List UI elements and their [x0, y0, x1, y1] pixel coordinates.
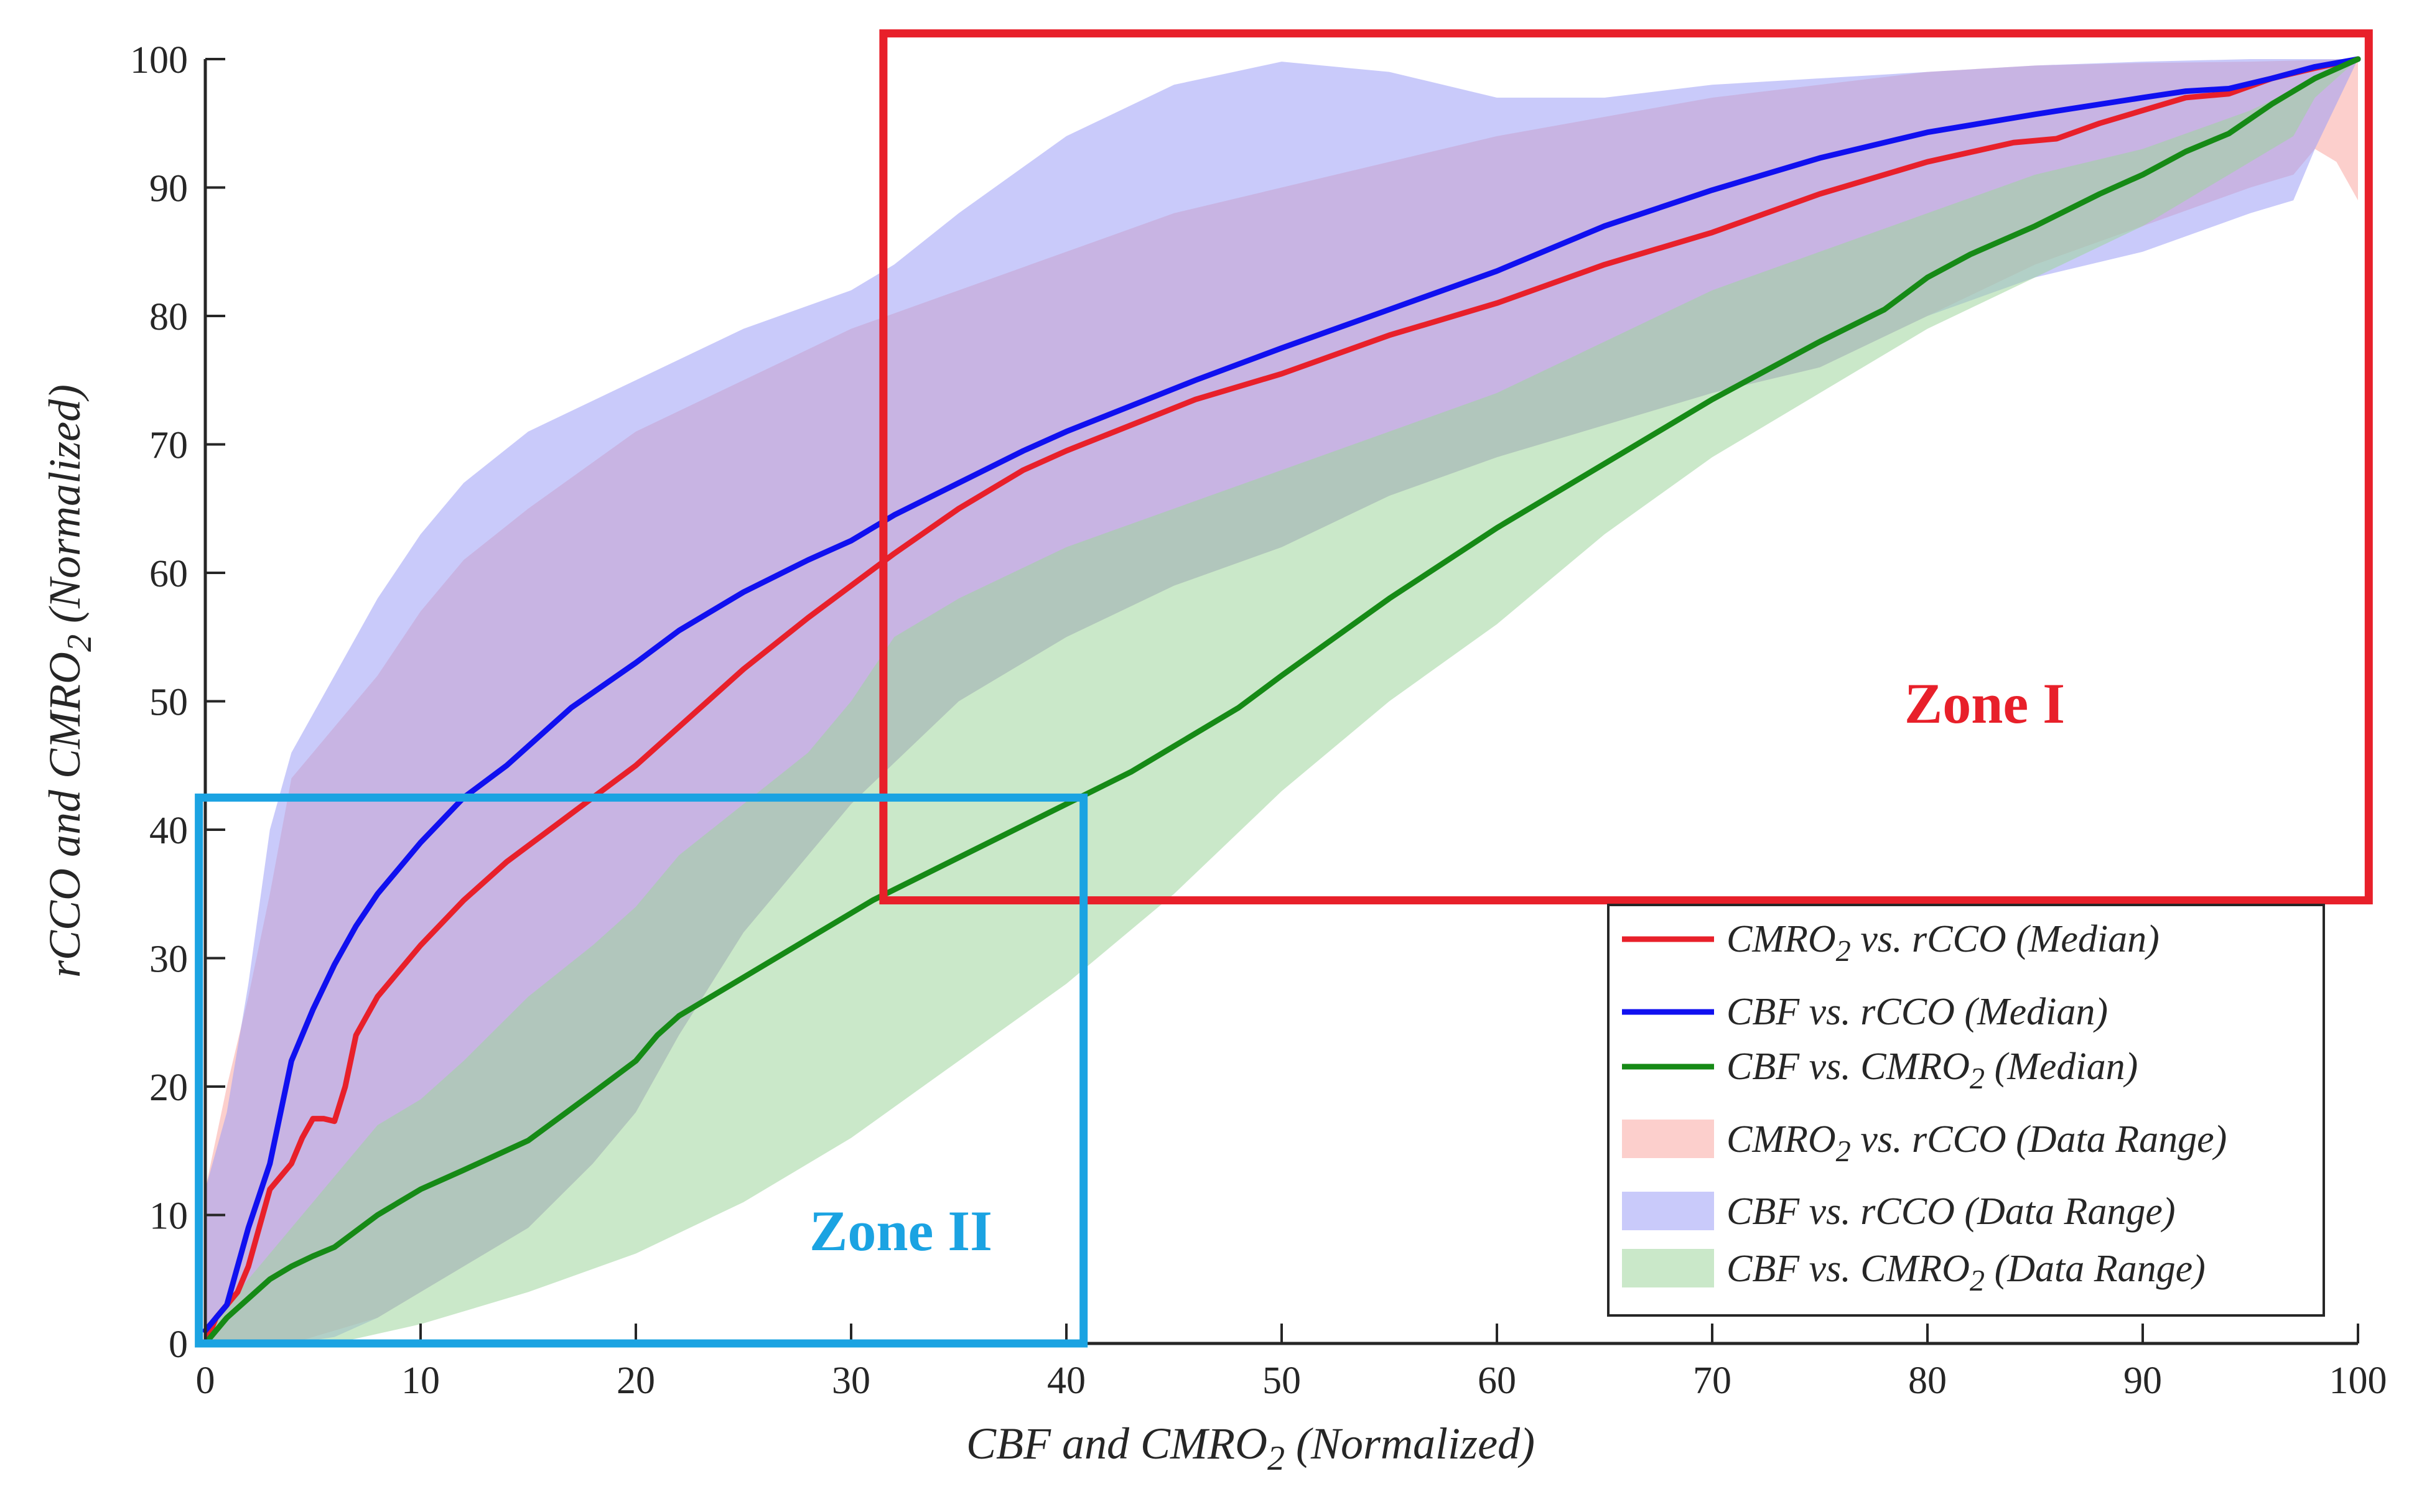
zone-boxes: Zone I Zone II: [195, 29, 2373, 1348]
legend-label: CMRO2 vs. rCCO (Data Range): [1726, 1118, 2227, 1168]
y-tick-label: 0: [169, 1324, 188, 1366]
legend-label: CMRO2 vs. rCCO (Median): [1726, 918, 2160, 968]
legend-label: CBF vs. CMRO2 (Median): [1726, 1046, 2138, 1095]
legend-label: CBF vs. CMRO2 (Data Range): [1726, 1248, 2206, 1297]
x-axis-label: CBF and CMRO2 (Normalized): [966, 1419, 1535, 1478]
legend-entry: CMRO2 vs. rCCO (Data Range): [1622, 1118, 2227, 1168]
y-tick-label: 80: [149, 296, 188, 338]
y-tick-labels: 0 10 20 30 40 50 60 70 80 90 100: [130, 39, 188, 1366]
legend-entry: CBF vs. CMRO2 (Median): [1622, 1046, 2138, 1095]
zone-2-box: [195, 793, 1088, 1348]
x-tick-label: 80: [1908, 1360, 1947, 1402]
legend-entry: CBF vs. rCCO (Median): [1622, 991, 2108, 1033]
y-tick-label: 90: [149, 168, 188, 210]
legend: CMRO2 vs. rCCO (Median) CBF vs. rCCO (Med…: [1607, 904, 2325, 1317]
legend-entry: CBF vs. CMRO2 (Data Range): [1622, 1248, 2206, 1297]
legend-box: [1607, 904, 2325, 1317]
band-cbf-cmro-fill: [205, 59, 2358, 1343]
x-tick-label: 30: [832, 1360, 870, 1402]
y-tick-label: 50: [149, 682, 188, 724]
zone-1-label: Zone I: [1904, 672, 2065, 735]
x-tick-label: 50: [1262, 1360, 1301, 1402]
zone-2-label: Zone II: [809, 1199, 992, 1263]
x-tick-label: 100: [2329, 1360, 2387, 1402]
y-tick-label: 30: [149, 939, 188, 981]
median-line-cmro-rcco: [202, 56, 2361, 1347]
median-lines: [202, 56, 2361, 1347]
x-tick-label: 90: [2123, 1360, 2162, 1402]
x-tick-label: 60: [1478, 1360, 1516, 1402]
y-tick-label: 20: [149, 1067, 188, 1109]
x-tick-labels: 0 10 20 30 40 50 60 70 80 90 100: [196, 1360, 2387, 1402]
x-tick-label: 20: [617, 1360, 655, 1402]
legend-patch-swatch: [1622, 1192, 1714, 1230]
x-tick-label: 10: [401, 1360, 440, 1402]
y-tick-label: 60: [149, 553, 188, 595]
zone-1-box: [879, 29, 2373, 905]
band-cbf-rcco-fill: [205, 59, 2358, 1343]
legend-entry: CMRO2 vs. rCCO (Median): [1622, 918, 2160, 968]
legend-patch-swatch: [1622, 1120, 1714, 1158]
legend-label: CBF vs. rCCO (Data Range): [1726, 1190, 2176, 1233]
legend-entry: CBF vs. rCCO (Data Range): [1622, 1190, 2176, 1233]
median-line-cbf-cmro: [202, 56, 2361, 1347]
y-axis-label: rCCO and CMRO2 (Normalized): [40, 384, 99, 978]
data-range-bands: [205, 59, 2358, 1343]
x-tick-label: 40: [1047, 1360, 1086, 1402]
x-tick-label: 70: [1693, 1360, 1731, 1402]
y-tick-label: 70: [149, 425, 188, 467]
y-tick-label: 40: [149, 810, 188, 852]
median-line-cbf-rcco: [202, 56, 2361, 1333]
y-tick-label: 10: [149, 1195, 188, 1238]
legend-label: CBF vs. rCCO (Median): [1726, 991, 2108, 1033]
legend-patch-swatch: [1622, 1249, 1714, 1287]
y-tick-label: 100: [130, 39, 188, 81]
x-tick-label: 0: [196, 1360, 215, 1402]
